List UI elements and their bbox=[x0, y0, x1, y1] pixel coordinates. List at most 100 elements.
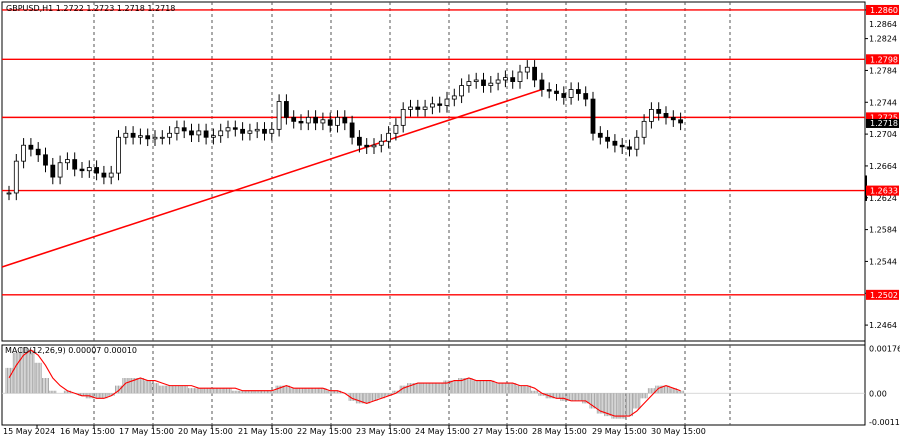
price-candle bbox=[532, 66, 537, 81]
current-price-bg bbox=[866, 118, 899, 128]
price-candle bbox=[583, 93, 589, 100]
price-candle bbox=[663, 113, 669, 118]
price-candle bbox=[123, 132, 129, 138]
price-candle bbox=[408, 106, 413, 110]
price-candle bbox=[444, 98, 450, 106]
price-candle bbox=[313, 116, 319, 124]
price-candle bbox=[561, 93, 567, 98]
price-candle bbox=[72, 159, 78, 170]
y-tick-label: 1.2584 bbox=[869, 226, 897, 235]
price-candle bbox=[43, 154, 48, 166]
price-candle bbox=[386, 132, 392, 142]
price-candle bbox=[619, 144, 625, 148]
y-tick-label-partial: 1.2864 bbox=[869, 20, 897, 29]
price-candle bbox=[13, 160, 19, 194]
price-candle bbox=[612, 140, 618, 146]
price-candle bbox=[393, 124, 399, 134]
level-label: 1.2725 bbox=[870, 113, 898, 122]
price-candle bbox=[327, 119, 333, 126]
macd-signal-line bbox=[8, 349, 681, 417]
price-candle bbox=[356, 136, 362, 146]
price-candle bbox=[305, 116, 311, 124]
x-tick-label: 22 May 15:00 bbox=[297, 427, 352, 436]
price-candle bbox=[174, 127, 180, 134]
price-candle bbox=[283, 101, 289, 118]
trendline bbox=[1, 88, 543, 268]
price-candle bbox=[159, 136, 165, 139]
price-candle bbox=[634, 136, 640, 150]
price-candle bbox=[670, 116, 676, 121]
macd-y-tick-label: -0.00113 bbox=[869, 418, 900, 427]
price-candle bbox=[597, 132, 603, 138]
price-candle bbox=[181, 127, 187, 132]
y-tick-label: 1.2824 bbox=[869, 35, 897, 44]
price-candle bbox=[488, 82, 494, 86]
price-candle bbox=[510, 77, 516, 82]
current-price-label: 1.2718 bbox=[870, 119, 898, 128]
y-tick-label: 1.2664 bbox=[869, 162, 897, 171]
price-candle bbox=[627, 146, 632, 150]
price-candle bbox=[152, 136, 158, 140]
price-candle bbox=[495, 79, 501, 84]
x-tick-label: 15 May 2024 bbox=[3, 427, 55, 436]
price-candle bbox=[400, 109, 406, 126]
price-candle bbox=[28, 144, 34, 150]
price-candle bbox=[371, 144, 377, 148]
symbol-info-label: GBPUSD,H1 1.2722 1.2723 1.2718 1.2718 bbox=[6, 4, 175, 13]
y-tick-label: 1.2704 bbox=[869, 130, 897, 139]
price-candle bbox=[678, 119, 683, 124]
price-candle bbox=[568, 89, 574, 98]
price-candle bbox=[590, 98, 596, 134]
price-candle bbox=[276, 101, 282, 130]
x-tick-label: 30 May 15:00 bbox=[651, 427, 706, 436]
x-tick-label: 27 May 15:00 bbox=[473, 427, 528, 436]
x-tick-label: 24 May 15:00 bbox=[415, 427, 470, 436]
x-tick-label: 29 May 15:00 bbox=[592, 427, 647, 436]
price-candle bbox=[422, 106, 428, 110]
price-candle bbox=[364, 144, 370, 148]
price-candle bbox=[218, 130, 224, 137]
macd-info-label: MACD(12,26,9) 0.00007 0.00010 bbox=[5, 346, 137, 355]
x-tick-label: 20 May 15:00 bbox=[178, 427, 233, 436]
x-tick-label: 17 May 15:00 bbox=[119, 427, 174, 436]
price-candle bbox=[473, 79, 479, 82]
price-candle bbox=[232, 127, 238, 130]
price-candle bbox=[101, 172, 107, 178]
price-candle bbox=[605, 136, 610, 142]
level-label-bg bbox=[866, 54, 899, 65]
macd-y-tick-label: 0.00176 bbox=[869, 345, 900, 354]
price-candle bbox=[254, 128, 260, 132]
price-candle bbox=[247, 130, 253, 134]
x-tick-label: 23 May 15:00 bbox=[356, 427, 411, 436]
x-tick-label: 28 May 15:00 bbox=[532, 427, 587, 436]
price-candle bbox=[459, 85, 465, 97]
price-candle bbox=[517, 71, 523, 82]
price-candle bbox=[437, 103, 443, 106]
price-candle bbox=[262, 128, 267, 134]
price-candle bbox=[342, 116, 348, 124]
level-label: 1.2633 bbox=[870, 187, 898, 196]
price-candle bbox=[415, 106, 421, 110]
x-tick-label: 16 May 15:00 bbox=[60, 427, 115, 436]
price-candle bbox=[210, 135, 216, 138]
price-candle bbox=[137, 135, 143, 138]
price-candle bbox=[196, 130, 202, 136]
price-candle bbox=[189, 130, 194, 136]
price-candle bbox=[466, 81, 472, 86]
price-candle bbox=[524, 66, 530, 73]
price-candle bbox=[429, 103, 435, 108]
price-candle bbox=[451, 95, 457, 100]
price-candle bbox=[656, 109, 662, 114]
price-candle bbox=[378, 140, 384, 146]
price-candle bbox=[108, 172, 114, 178]
price-candle bbox=[240, 128, 246, 134]
price-candle bbox=[203, 130, 209, 138]
price-candle bbox=[145, 135, 151, 140]
price-candle bbox=[50, 164, 56, 178]
level-label: 1.2502 bbox=[870, 291, 898, 300]
price-candle bbox=[130, 132, 136, 138]
price-candle bbox=[57, 162, 63, 178]
level-label: 1.2860 bbox=[870, 6, 898, 15]
